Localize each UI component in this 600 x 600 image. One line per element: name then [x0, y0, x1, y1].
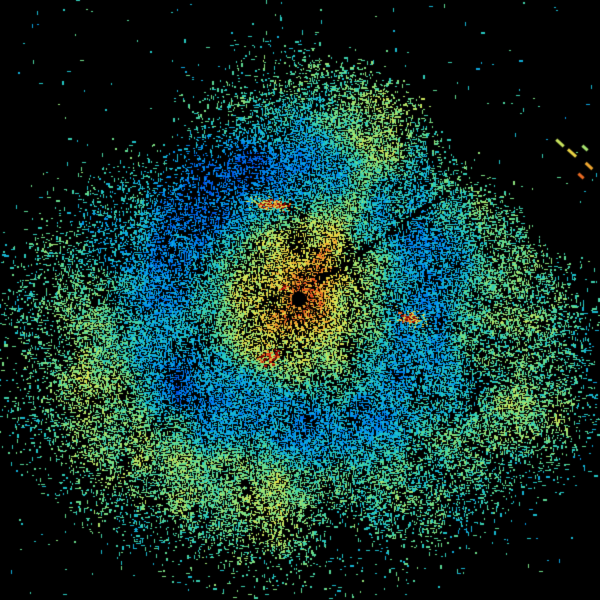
false-color-heatmap-view — [0, 0, 600, 600]
heatmap-canvas — [0, 0, 600, 600]
